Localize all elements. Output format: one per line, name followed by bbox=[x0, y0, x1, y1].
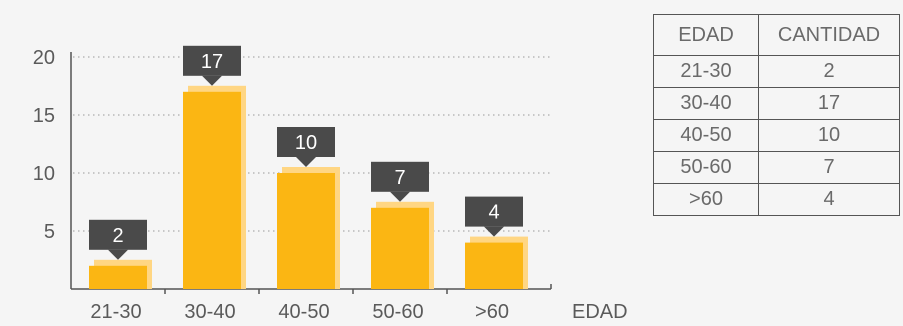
data-label-pointer bbox=[484, 226, 504, 237]
x-tick-label: 50-60 bbox=[372, 301, 423, 323]
data-label: 10 bbox=[295, 132, 317, 154]
x-tick-label: 30-40 bbox=[184, 301, 235, 323]
y-tick-label: 20 bbox=[33, 47, 55, 69]
data-label-pointer bbox=[390, 191, 410, 202]
data-label-box bbox=[277, 127, 335, 157]
table-cell-age: >60 bbox=[653, 183, 759, 216]
bar bbox=[465, 242, 523, 289]
bar-group: 17 bbox=[183, 45, 246, 289]
table-cell-count: 2 bbox=[758, 55, 900, 88]
bar-group: 10 bbox=[277, 127, 340, 289]
data-label-box bbox=[183, 45, 241, 76]
data-label-box bbox=[371, 161, 429, 192]
table-cell-age: 30-40 bbox=[653, 87, 759, 120]
table-cell-count: 10 bbox=[758, 119, 900, 152]
y-tick-label: 15 bbox=[33, 105, 55, 127]
table-cell-count: 17 bbox=[758, 87, 900, 120]
x-tick-label: 21-30 bbox=[90, 301, 141, 323]
bar bbox=[89, 265, 147, 289]
x-tick-label: 40-50 bbox=[278, 301, 329, 323]
bar-group: 4 bbox=[465, 196, 528, 289]
age-count-table: EDAD CANTIDAD 21-30 2 30-40 17 40-50 10 … bbox=[653, 14, 900, 216]
bar bbox=[277, 173, 335, 289]
x-axis-label: EDAD bbox=[572, 301, 628, 323]
table-cell-age: 40-50 bbox=[653, 119, 759, 152]
table-cell-count: 4 bbox=[758, 183, 900, 216]
table-row: 50-60 7 bbox=[653, 151, 900, 184]
x-tick-labels: 21-30 30-40 40-50 50-60 >60 bbox=[90, 284, 552, 323]
data-label: 4 bbox=[488, 202, 499, 224]
bar-group: 2 bbox=[89, 219, 152, 289]
bars: 2 17 10 7 4 bbox=[89, 45, 528, 289]
table-cell-count: 7 bbox=[758, 151, 900, 184]
table-row: 21-30 2 bbox=[653, 55, 900, 88]
data-label: 17 bbox=[201, 51, 223, 73]
table-row: 30-40 17 bbox=[653, 87, 900, 120]
data-label-pointer bbox=[296, 157, 316, 167]
bar bbox=[371, 207, 429, 289]
y-tick-labels: 5 10 15 20 bbox=[33, 47, 55, 243]
y-tick-label: 10 bbox=[33, 163, 55, 185]
table-cell-age: 21-30 bbox=[653, 55, 759, 88]
table-header-row: EDAD CANTIDAD bbox=[653, 14, 900, 56]
data-label-box bbox=[89, 219, 147, 250]
x-tick-label: >60 bbox=[475, 301, 509, 323]
data-label-pointer bbox=[108, 249, 128, 260]
header-edad: EDAD bbox=[653, 14, 759, 56]
table-row: 40-50 10 bbox=[653, 119, 900, 152]
table-cell-age: 50-60 bbox=[653, 151, 759, 184]
data-label: 2 bbox=[112, 225, 123, 247]
table-row: >60 4 bbox=[653, 183, 900, 216]
y-tick-label: 5 bbox=[44, 221, 55, 243]
data-label-box bbox=[465, 196, 523, 227]
bar bbox=[183, 91, 241, 289]
header-cantidad: CANTIDAD bbox=[758, 14, 900, 56]
bar-group: 7 bbox=[371, 161, 434, 289]
data-label-pointer bbox=[202, 75, 222, 86]
data-label: 7 bbox=[394, 167, 405, 189]
